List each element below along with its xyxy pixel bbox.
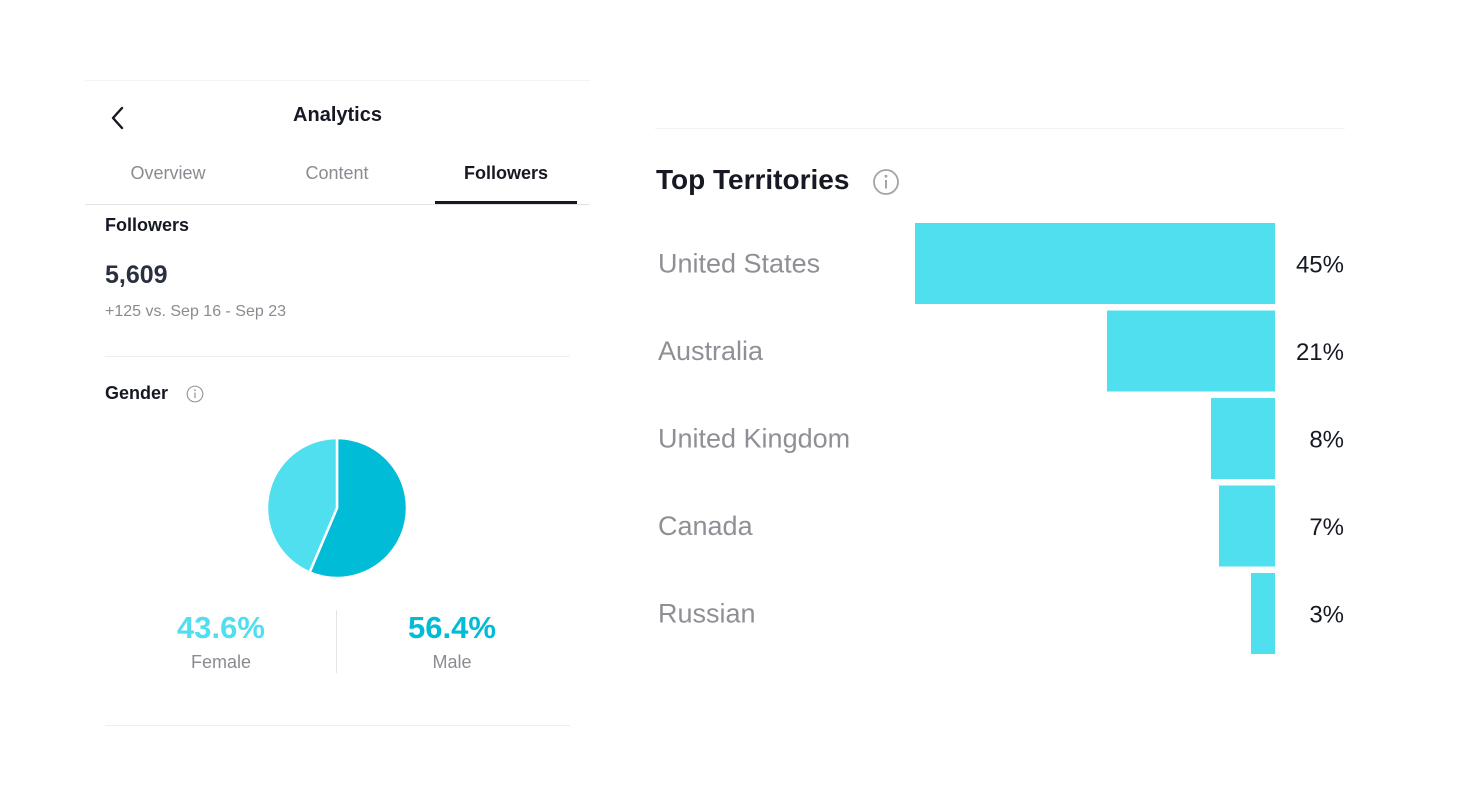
followers-count: 5,609	[105, 261, 168, 289]
territories-title: Top Territories	[656, 164, 850, 195]
tab-content[interactable]: Content	[305, 163, 369, 183]
followers-delta: +125 vs. Sep 16 - Sep 23	[105, 303, 287, 320]
male-stat: 56.4% Male	[372, 610, 532, 673]
stat-separator	[336, 610, 337, 673]
gender-pie-chart	[265, 436, 409, 580]
territory-label: Canada	[658, 511, 754, 541]
territories-top-border	[655, 128, 1345, 129]
bar-united-kingdom	[1211, 398, 1275, 479]
followers-heading: Followers	[105, 215, 190, 235]
territories-bar-chart: United States 45% Australia 21% United Kingd…	[658, 223, 1344, 654]
bar-canada	[1219, 485, 1275, 567]
female-stat: 43.6% Female	[141, 610, 301, 673]
info-icon	[186, 385, 204, 403]
bar-united-states	[915, 223, 1275, 304]
territories-panel: Top Territories United States 45% Australi…	[655, 128, 1345, 688]
bottom-divider	[105, 725, 570, 726]
chevron-left-icon	[111, 106, 124, 130]
male-label: Male	[432, 652, 472, 672]
bar-australia	[1107, 310, 1275, 392]
territory-value: 3%	[1309, 602, 1344, 629]
back-button[interactable]	[105, 104, 133, 132]
page-title: Analytics	[293, 104, 382, 126]
tab-followers[interactable]: Followers	[435, 158, 577, 204]
territory-label: United Kingdom	[658, 424, 850, 454]
female-percentage: 43.6%	[177, 610, 265, 645]
gender-heading: Gender	[105, 383, 169, 403]
territory-value: 8%	[1309, 427, 1344, 454]
territory-value: 21%	[1296, 339, 1344, 366]
bar-russian	[1251, 573, 1275, 654]
section-divider	[105, 356, 570, 357]
tab-overview[interactable]: Overview	[130, 163, 206, 183]
territory-value: 7%	[1309, 514, 1344, 541]
gender-info-button[interactable]	[186, 385, 204, 403]
territory-label: United States	[658, 249, 820, 279]
tab-bar: Overview Content Followers	[85, 158, 590, 205]
territory-value: 45%	[1296, 252, 1344, 279]
pie-slice-male	[308, 436, 409, 580]
pie-slice-female	[265, 436, 339, 574]
analytics-panel: Analytics Overview Content Followers Fol…	[85, 80, 590, 740]
panel-top-border	[85, 80, 590, 81]
female-label: Female	[190, 652, 252, 672]
territory-label: Australia	[658, 336, 764, 366]
male-percentage: 56.4%	[408, 610, 496, 645]
territory-label: Russian	[658, 599, 756, 629]
territories-info-button[interactable]	[872, 168, 900, 196]
info-icon	[873, 169, 899, 195]
